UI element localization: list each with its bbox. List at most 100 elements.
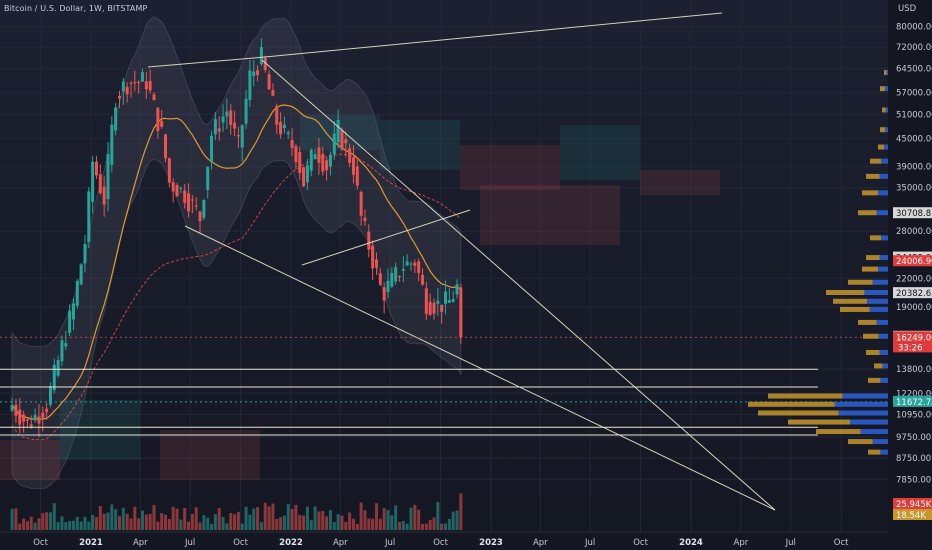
candle[interactable] [286,132,290,135]
candle[interactable] [98,174,102,193]
candle[interactable] [125,87,129,95]
candle[interactable] [279,122,283,135]
candle[interactable] [321,153,325,172]
candle[interactable] [455,284,459,295]
candle[interactable] [401,269,405,271]
trendline[interactable] [301,209,471,266]
candle[interactable] [374,259,378,268]
candle[interactable] [137,81,141,83]
candle[interactable] [94,161,98,176]
candle[interactable] [171,182,175,192]
trendline[interactable] [147,56,266,68]
candle[interactable] [259,46,263,65]
candle[interactable] [305,165,309,183]
candle[interactable] [294,146,298,163]
trendline[interactable] [184,225,776,511]
candle[interactable] [282,124,286,129]
candle[interactable] [141,72,145,82]
candle[interactable] [75,281,79,306]
candle[interactable] [102,186,106,205]
candle[interactable] [240,125,244,148]
candle[interactable] [263,58,267,71]
candle[interactable] [29,424,33,427]
candle[interactable] [114,107,118,131]
candle[interactable] [336,120,340,143]
candle[interactable] [390,273,394,287]
candle[interactable] [359,192,363,216]
candle[interactable] [417,261,421,274]
candle[interactable] [121,81,125,92]
candle[interactable] [18,409,22,425]
candle[interactable] [428,301,432,315]
candle[interactable] [106,154,110,200]
trendline[interactable] [264,12,723,58]
candle[interactable] [156,107,160,132]
candle[interactable] [68,310,72,333]
candle[interactable] [332,133,336,155]
candle[interactable] [348,148,352,163]
candle[interactable] [110,124,114,165]
candle[interactable] [79,264,83,285]
trendline[interactable] [261,59,776,511]
candle[interactable] [340,130,344,150]
candle[interactable] [298,152,302,174]
candle[interactable] [64,343,68,347]
candle[interactable] [167,158,171,183]
candle[interactable] [363,217,367,222]
candle[interactable] [382,287,386,301]
candle[interactable] [71,303,75,320]
candle[interactable] [432,302,436,314]
candle[interactable] [367,231,371,250]
candle[interactable] [206,166,210,190]
candle[interactable] [33,415,37,421]
candle[interactable] [117,96,121,99]
candle[interactable] [447,300,451,303]
candle[interactable] [344,139,348,144]
candle[interactable] [60,340,64,362]
candle[interactable] [436,300,440,304]
candle[interactable] [248,70,252,100]
candle[interactable] [302,167,306,187]
candle[interactable] [236,135,240,137]
candle[interactable] [14,404,18,416]
candle[interactable] [194,205,198,207]
candle[interactable] [48,386,52,405]
candle[interactable] [459,287,463,338]
candle[interactable] [25,419,29,421]
candle[interactable] [313,154,317,160]
candle[interactable] [91,161,95,202]
candle[interactable] [87,191,91,242]
candle[interactable] [183,190,187,203]
candle[interactable] [129,82,133,84]
candle[interactable] [256,70,260,75]
candle[interactable] [160,121,164,127]
candle[interactable] [252,71,256,77]
candle[interactable] [444,291,448,304]
candle[interactable] [328,154,332,167]
candle[interactable] [267,74,271,90]
candle[interactable] [440,304,444,312]
candle[interactable] [221,116,225,123]
candle[interactable] [56,360,60,376]
candle[interactable] [378,273,382,285]
candle[interactable] [371,245,375,269]
candle[interactable] [271,90,275,96]
candle[interactable] [210,135,214,163]
candle[interactable] [386,280,390,293]
candle[interactable] [144,81,148,90]
candle[interactable] [409,263,413,265]
candle[interactable] [451,299,455,302]
candle[interactable] [22,414,26,422]
candle[interactable] [148,80,152,91]
candle[interactable] [83,244,87,264]
candle[interactable] [275,106,279,125]
candle[interactable] [37,416,41,424]
candle[interactable] [309,149,313,171]
candle[interactable] [233,122,237,129]
candle[interactable] [133,82,137,84]
candle[interactable] [317,147,321,163]
candle[interactable] [179,187,183,189]
candle[interactable] [187,193,191,212]
candle[interactable] [290,140,294,149]
